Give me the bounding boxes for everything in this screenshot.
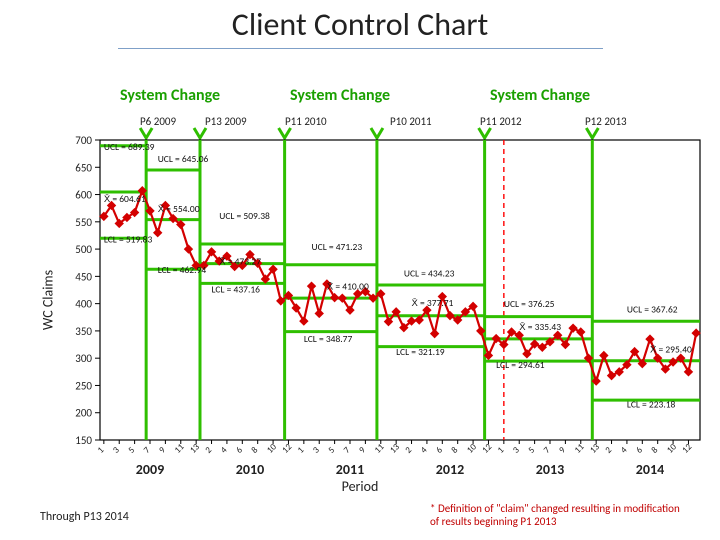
svg-text:12: 12: [280, 441, 295, 456]
period-tag: P12 2013: [585, 115, 627, 128]
svg-text:4: 4: [218, 444, 229, 455]
svg-text:5: 5: [326, 444, 337, 455]
svg-text:LCL = 348.77: LCL = 348.77: [304, 333, 353, 345]
svg-text:2013: 2013: [536, 461, 564, 478]
svg-text:650: 650: [75, 161, 92, 174]
svg-text:UCL = 434.23: UCL = 434.23: [404, 267, 455, 279]
svg-text:600: 600: [75, 189, 92, 202]
svg-text:1: 1: [95, 444, 106, 455]
svg-text:LCL = 294.61: LCL = 294.61: [496, 359, 545, 371]
svg-text:5: 5: [126, 444, 137, 455]
svg-text:13: 13: [388, 441, 403, 456]
svg-text:2: 2: [203, 444, 214, 455]
svg-text:9: 9: [357, 444, 368, 455]
svg-text:UCL = 645.06: UCL = 645.06: [158, 153, 209, 165]
svg-text:X̄ = 604.61: X̄ = 604.61: [104, 193, 146, 205]
svg-text:1: 1: [295, 444, 306, 455]
svg-text:700: 700: [75, 134, 92, 147]
svg-text:10: 10: [665, 441, 680, 456]
svg-text:6: 6: [434, 444, 445, 455]
svg-text:X̄ = 295.40: X̄ = 295.40: [650, 344, 692, 356]
svg-text:13: 13: [588, 441, 603, 456]
svg-text:8: 8: [649, 444, 660, 455]
system-change-label: System Change: [490, 86, 590, 105]
svg-text:550: 550: [75, 216, 92, 229]
svg-text:500: 500: [75, 243, 92, 256]
svg-text:13: 13: [188, 441, 203, 456]
svg-text:6: 6: [634, 444, 645, 455]
svg-text:11: 11: [172, 441, 187, 456]
period-tag: P11 2010: [285, 115, 327, 128]
period-tag: P13 2009: [205, 115, 247, 128]
svg-text:12: 12: [680, 441, 695, 456]
svg-text:7: 7: [542, 444, 553, 455]
svg-text:2011: 2011: [336, 461, 364, 478]
svg-text:12: 12: [480, 441, 495, 456]
svg-text:11: 11: [372, 441, 387, 456]
svg-text:6: 6: [234, 444, 245, 455]
svg-text:UCL = 376.25: UCL = 376.25: [504, 298, 555, 310]
svg-text:UCL = 509.38: UCL = 509.38: [219, 210, 270, 222]
svg-text:7: 7: [142, 444, 153, 455]
svg-text:3: 3: [111, 444, 122, 455]
system-change-label: System Change: [120, 86, 220, 105]
svg-text:X̄ = 473.27: X̄ = 473.27: [219, 255, 261, 267]
svg-text:10: 10: [265, 441, 280, 456]
period-tag: P11 2012: [480, 115, 522, 128]
svg-text:UCL = 471.23: UCL = 471.23: [312, 241, 363, 253]
chart-stage: { "title": "Client Control Chart", "y_ax…: [0, 0, 720, 540]
control-chart-svg: 1502002503003504004505005506006507001357…: [0, 0, 720, 540]
svg-text:LCL = 462.94: LCL = 462.94: [158, 264, 207, 276]
svg-text:9: 9: [157, 444, 168, 455]
svg-text:150: 150: [75, 434, 92, 447]
svg-text:X̄ = 377.71: X̄ = 377.71: [412, 297, 454, 309]
svg-text:LCL = 223.18: LCL = 223.18: [627, 398, 676, 410]
svg-text:7: 7: [342, 444, 353, 455]
svg-text:LCL = 519.83: LCL = 519.83: [104, 234, 153, 246]
svg-text:UCL = 367.62: UCL = 367.62: [627, 303, 678, 315]
svg-text:2009: 2009: [136, 461, 164, 478]
svg-text:2: 2: [603, 444, 614, 455]
svg-text:350: 350: [75, 325, 92, 338]
svg-text:LCL = 437.16: LCL = 437.16: [212, 284, 261, 296]
svg-text:2010: 2010: [236, 461, 264, 478]
svg-text:3: 3: [311, 444, 322, 455]
svg-text:2: 2: [403, 444, 414, 455]
svg-text:4: 4: [618, 444, 629, 455]
svg-text:X̄ = 554.00: X̄ = 554.00: [158, 203, 200, 215]
svg-text:250: 250: [75, 379, 92, 392]
svg-text:11: 11: [572, 441, 587, 456]
svg-text:400: 400: [75, 298, 92, 311]
svg-text:5: 5: [526, 444, 537, 455]
period-tag: P10 2011: [390, 115, 432, 128]
svg-text:300: 300: [75, 352, 92, 365]
svg-text:200: 200: [75, 407, 92, 420]
system-change-label: System Change: [290, 86, 390, 105]
svg-text:3: 3: [511, 444, 522, 455]
svg-text:8: 8: [249, 444, 260, 455]
svg-text:4: 4: [418, 444, 429, 455]
svg-text:2014: 2014: [636, 461, 664, 478]
svg-text:UCL = 689.39: UCL = 689.39: [104, 141, 155, 153]
svg-text:LCL = 321.19: LCL = 321.19: [396, 346, 445, 358]
svg-text:1: 1: [495, 444, 506, 455]
svg-text:2012: 2012: [436, 461, 464, 478]
svg-text:10: 10: [465, 441, 480, 456]
svg-text:X̄ = 410.00: X̄ = 410.00: [327, 280, 369, 292]
period-tag: P6 2009: [140, 115, 176, 128]
svg-text:8: 8: [449, 444, 460, 455]
svg-text:450: 450: [75, 270, 92, 283]
svg-text:X̄ = 335.43: X̄ = 335.43: [519, 321, 561, 333]
svg-text:9: 9: [557, 444, 568, 455]
